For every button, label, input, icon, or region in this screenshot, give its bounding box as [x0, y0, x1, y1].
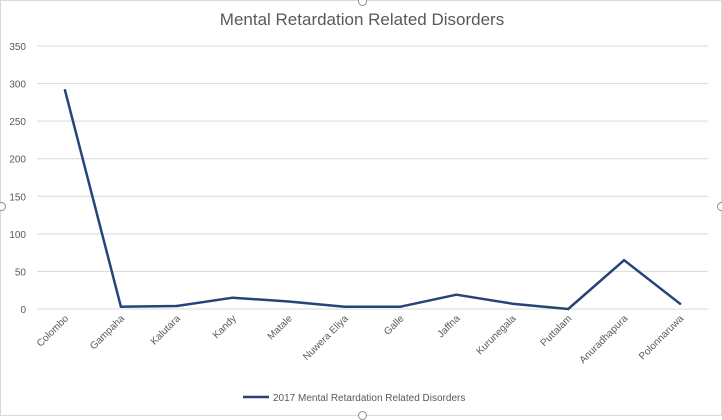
y-axis-ticks: 0 50 100 150 200 250 300 350: [9, 42, 26, 316]
data-point: [175, 304, 178, 308]
x-tick-label: Kurunegala: [474, 313, 518, 357]
x-tick-label: Kalutara: [149, 313, 183, 347]
x-axis-ticks: Colombo Gampaha Kalutara Kandy Matale Nuwera …: [35, 313, 686, 366]
data-point: [343, 305, 346, 308]
chart-title: Mental Retardation Related Disorders: [220, 10, 504, 29]
series-line[interactable]: [63, 89, 682, 311]
data-point: [678, 302, 682, 305]
x-tick-label: Matale: [266, 313, 295, 342]
y-tick-label: 300: [9, 80, 26, 91]
gridlines: [37, 45, 708, 310]
plot-area: [63, 89, 682, 311]
legend: 2017 Mental Retardation Related Disorder…: [243, 393, 465, 404]
resize-handle-right[interactable]: [717, 202, 722, 211]
data-point: [622, 258, 626, 262]
data-point: [567, 307, 570, 311]
y-tick-label: 350: [9, 42, 26, 53]
data-point: [399, 305, 402, 308]
x-tick-label: Colombo: [35, 313, 71, 349]
y-tick-label: 100: [9, 230, 26, 241]
x-tick-label: Gampaha: [88, 313, 127, 352]
x-tick-label: Puttalam: [539, 313, 575, 349]
data-point: [63, 89, 67, 92]
x-tick-label: Polonnaruwa: [637, 313, 686, 362]
y-tick-label: 0: [20, 305, 26, 316]
data-point: [287, 300, 290, 303]
resize-handle-top[interactable]: [358, 0, 367, 6]
x-tick-label: Galle: [382, 313, 407, 338]
data-point: [455, 293, 458, 296]
data-point: [511, 302, 514, 305]
y-tick-label: 50: [15, 267, 27, 278]
data-point: [231, 296, 234, 299]
x-tick-label: Nuwera Eliya: [301, 313, 351, 363]
data-point: [119, 305, 123, 308]
x-tick-label: Jaffna: [436, 313, 463, 340]
x-tick-label: Anuradhapura: [578, 313, 631, 366]
y-tick-label: 250: [9, 117, 26, 128]
x-tick-label: Kandy: [211, 313, 239, 341]
y-tick-label: 150: [9, 192, 26, 203]
resize-handle-left[interactable]: [0, 202, 6, 211]
y-tick-label: 200: [9, 155, 26, 166]
legend-label: 2017 Mental Retardation Related Disorder…: [273, 393, 465, 404]
